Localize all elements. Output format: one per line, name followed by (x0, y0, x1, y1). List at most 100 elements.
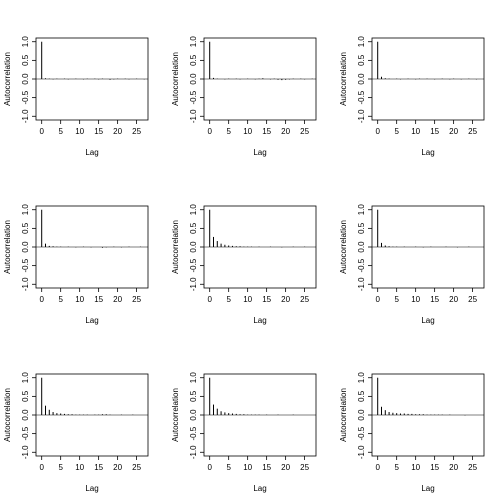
x-tick-label: 0 (375, 127, 380, 136)
x-tick-label: 5 (394, 295, 399, 304)
x-tick-label: 15 (94, 463, 103, 472)
acf-panel: 0 5 10 15 20 25 -1.0 -0.5 0.0 0.5 1.0 Lag Autocorrel… (339, 372, 485, 493)
x-tick-label: 10 (411, 295, 420, 304)
x-tick-label: 20 (113, 127, 122, 136)
x-tick-label: 20 (449, 295, 458, 304)
x-axis-label: Lag (85, 484, 98, 493)
y-axis-label: Autocorrelation (339, 220, 348, 274)
acf-panel: 0 5 10 15 20 25 -1.0 -0.5 0.0 0.5 1.0 Lag Autocorrel… (3, 204, 149, 325)
x-tick-label: 5 (58, 127, 63, 136)
y-tick-label: -0.5 (21, 258, 30, 272)
x-tick-label: 5 (394, 127, 399, 136)
x-tick-label: 25 (300, 295, 309, 304)
y-tick-label: 0.5 (21, 54, 30, 66)
x-tick-label: 10 (243, 295, 252, 304)
x-tick-label: 0 (207, 463, 212, 472)
acf-panel: 0 5 10 15 20 25 -1.0 -0.5 0.0 0.5 1.0 Lag Autocorrel… (339, 36, 485, 157)
y-tick-label: -1.0 (189, 109, 198, 123)
y-tick-label: 1.0 (357, 372, 366, 384)
x-tick-label: 10 (75, 295, 84, 304)
y-tick-label: 0.0 (357, 73, 366, 85)
y-tick-label: 0.0 (21, 73, 30, 85)
x-tick-label: 5 (226, 127, 231, 136)
x-tick-label: 25 (132, 127, 141, 136)
y-tick-label: -1.0 (357, 277, 366, 291)
y-axis-label: Autocorrelation (171, 220, 180, 274)
y-tick-label: 1.0 (357, 36, 366, 48)
x-tick-label: 0 (375, 295, 380, 304)
acf-panel: 0 5 10 15 20 25 -1.0 -0.5 0.0 0.5 1.0 Lag Autocorrel… (171, 204, 317, 325)
y-tick-label: -0.5 (357, 426, 366, 440)
y-tick-label: -0.5 (189, 258, 198, 272)
x-axis-label: Lag (253, 148, 266, 157)
y-tick-label: 0.5 (21, 222, 30, 234)
y-axis-label: Autocorrelation (3, 220, 12, 274)
x-tick-label: 20 (281, 127, 290, 136)
acf-panel: 0 5 10 15 20 25 -1.0 -0.5 0.0 0.5 1.0 Lag Autocorrel… (171, 36, 317, 157)
x-tick-label: 15 (430, 295, 439, 304)
x-tick-label: 0 (39, 127, 44, 136)
y-axis-label: Autocorrelation (171, 52, 180, 106)
y-tick-label: 1.0 (21, 204, 30, 216)
x-tick-label: 0 (207, 295, 212, 304)
x-tick-label: 25 (300, 463, 309, 472)
x-tick-label: 25 (132, 295, 141, 304)
y-tick-label: 0.0 (189, 241, 198, 253)
x-tick-label: 20 (281, 295, 290, 304)
x-tick-label: 10 (243, 463, 252, 472)
acf-panel: 0 5 10 15 20 25 -1.0 -0.5 0.0 0.5 1.0 Lag Autocorrel… (3, 36, 149, 157)
y-tick-label: 0.5 (189, 390, 198, 402)
y-tick-label: 1.0 (21, 372, 30, 384)
y-tick-label: 0.5 (189, 222, 198, 234)
x-tick-label: 15 (430, 463, 439, 472)
y-tick-label: 1.0 (189, 372, 198, 384)
y-tick-label: 0.5 (189, 54, 198, 66)
x-tick-label: 25 (132, 463, 141, 472)
x-tick-label: 0 (39, 463, 44, 472)
y-tick-label: 0.5 (357, 390, 366, 402)
acf-panel: 0 5 10 15 20 25 -1.0 -0.5 0.0 0.5 1.0 Lag Autocorrel… (171, 372, 317, 493)
x-tick-label: 0 (39, 295, 44, 304)
x-tick-label: 5 (226, 295, 231, 304)
y-tick-label: 0.0 (189, 73, 198, 85)
y-tick-label: 0.5 (21, 390, 30, 402)
y-tick-label: 0.0 (357, 409, 366, 421)
y-tick-label: -1.0 (357, 109, 366, 123)
x-tick-label: 10 (75, 463, 84, 472)
x-axis-label: Lag (85, 148, 98, 157)
y-tick-label: 1.0 (189, 36, 198, 48)
y-tick-label: -0.5 (189, 426, 198, 440)
y-axis-label: Autocorrelation (339, 52, 348, 106)
y-tick-label: -1.0 (357, 445, 366, 459)
y-tick-label: 0.5 (357, 222, 366, 234)
y-tick-label: 0.0 (21, 241, 30, 253)
x-tick-label: 20 (281, 463, 290, 472)
y-tick-label: 0.0 (189, 409, 198, 421)
x-tick-label: 15 (94, 295, 103, 304)
y-tick-label: -1.0 (21, 445, 30, 459)
x-tick-label: 0 (207, 127, 212, 136)
y-tick-label: -1.0 (189, 277, 198, 291)
x-axis-label: Lag (421, 484, 434, 493)
y-tick-label: -0.5 (21, 90, 30, 104)
x-tick-label: 10 (75, 127, 84, 136)
x-tick-label: 10 (243, 127, 252, 136)
x-tick-label: 15 (94, 127, 103, 136)
x-axis-label: Lag (85, 316, 98, 325)
x-tick-label: 25 (468, 463, 477, 472)
x-axis-label: Lag (253, 484, 266, 493)
y-tick-label: -0.5 (357, 258, 366, 272)
y-tick-label: 0.5 (357, 54, 366, 66)
x-axis-label: Lag (421, 316, 434, 325)
y-tick-label: -1.0 (21, 277, 30, 291)
x-tick-label: 0 (375, 463, 380, 472)
x-tick-label: 25 (468, 127, 477, 136)
acf-panel: 0 5 10 15 20 25 -1.0 -0.5 0.0 0.5 1.0 Lag Autocorrel… (339, 204, 485, 325)
x-tick-label: 20 (449, 127, 458, 136)
y-tick-label: 0.0 (357, 241, 366, 253)
x-tick-label: 25 (300, 127, 309, 136)
x-tick-label: 5 (394, 463, 399, 472)
x-tick-label: 20 (449, 463, 458, 472)
x-tick-label: 5 (58, 295, 63, 304)
